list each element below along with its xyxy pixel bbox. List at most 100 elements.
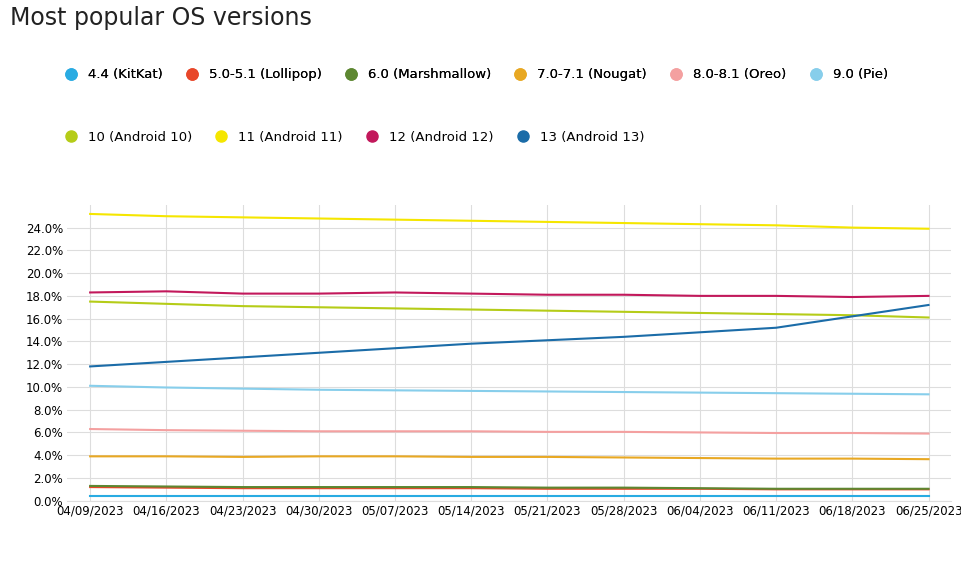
Line: 10 (Android 10): 10 (Android 10) bbox=[90, 302, 928, 318]
10 (Android 10) bbox=[160, 300, 172, 307]
10 (Android 10) bbox=[389, 305, 401, 312]
Line: 5.0-5.1 (Lollipop): 5.0-5.1 (Lollipop) bbox=[90, 487, 928, 489]
9.0 (Pie) bbox=[389, 387, 401, 394]
5.0-5.1 (Lollipop) bbox=[618, 485, 629, 492]
13 (Android 13) bbox=[313, 349, 325, 356]
5.0-5.1 (Lollipop) bbox=[542, 485, 554, 492]
10 (Android 10) bbox=[847, 312, 858, 319]
4.4 (KitKat) bbox=[923, 493, 934, 500]
6.0 (Marshmallow) bbox=[771, 485, 782, 492]
8.0-8.1 (Oreo) bbox=[85, 426, 96, 432]
13 (Android 13) bbox=[85, 363, 96, 370]
13 (Android 13) bbox=[847, 313, 858, 320]
12 (Android 12) bbox=[465, 290, 477, 297]
8.0-8.1 (Oreo) bbox=[618, 428, 629, 435]
8.0-8.1 (Oreo) bbox=[160, 427, 172, 434]
5.0-5.1 (Lollipop) bbox=[771, 486, 782, 493]
12 (Android 12) bbox=[923, 292, 934, 299]
4.4 (KitKat) bbox=[618, 493, 629, 500]
12 (Android 12) bbox=[160, 288, 172, 295]
Line: 13 (Android 13): 13 (Android 13) bbox=[90, 305, 928, 366]
Line: 6.0 (Marshmallow): 6.0 (Marshmallow) bbox=[90, 486, 928, 489]
10 (Android 10) bbox=[313, 304, 325, 311]
10 (Android 10) bbox=[771, 311, 782, 318]
5.0-5.1 (Lollipop) bbox=[160, 484, 172, 491]
11 (Android 11) bbox=[847, 224, 858, 231]
4.4 (KitKat) bbox=[542, 493, 554, 500]
13 (Android 13) bbox=[389, 345, 401, 352]
4.4 (KitKat) bbox=[160, 493, 172, 500]
11 (Android 11) bbox=[542, 218, 554, 225]
12 (Android 12) bbox=[389, 289, 401, 296]
8.0-8.1 (Oreo) bbox=[847, 430, 858, 436]
8.0-8.1 (Oreo) bbox=[771, 430, 782, 436]
Line: 8.0-8.1 (Oreo): 8.0-8.1 (Oreo) bbox=[90, 429, 928, 434]
8.0-8.1 (Oreo) bbox=[542, 428, 554, 435]
Line: 9.0 (Pie): 9.0 (Pie) bbox=[90, 386, 928, 394]
7.0-7.1 (Nougat) bbox=[618, 454, 629, 461]
6.0 (Marshmallow) bbox=[85, 483, 96, 489]
12 (Android 12) bbox=[618, 291, 629, 298]
4.4 (KitKat) bbox=[313, 493, 325, 500]
6.0 (Marshmallow) bbox=[313, 484, 325, 490]
13 (Android 13) bbox=[923, 302, 934, 308]
8.0-8.1 (Oreo) bbox=[236, 427, 248, 434]
11 (Android 11) bbox=[771, 222, 782, 229]
9.0 (Pie) bbox=[923, 391, 934, 398]
4.4 (KitKat) bbox=[465, 493, 477, 500]
12 (Android 12) bbox=[236, 290, 248, 297]
4.4 (KitKat) bbox=[771, 493, 782, 500]
9.0 (Pie) bbox=[313, 386, 325, 393]
5.0-5.1 (Lollipop) bbox=[313, 485, 325, 492]
9.0 (Pie) bbox=[160, 384, 172, 391]
7.0-7.1 (Nougat) bbox=[160, 453, 172, 460]
4.4 (KitKat) bbox=[85, 493, 96, 500]
11 (Android 11) bbox=[160, 213, 172, 220]
7.0-7.1 (Nougat) bbox=[236, 453, 248, 460]
6.0 (Marshmallow) bbox=[847, 485, 858, 492]
9.0 (Pie) bbox=[236, 385, 248, 392]
Line: 7.0-7.1 (Nougat): 7.0-7.1 (Nougat) bbox=[90, 456, 928, 459]
11 (Android 11) bbox=[389, 216, 401, 223]
7.0-7.1 (Nougat) bbox=[389, 453, 401, 460]
12 (Android 12) bbox=[542, 291, 554, 298]
7.0-7.1 (Nougat) bbox=[694, 455, 705, 461]
Legend: 10 (Android 10), 11 (Android 11), 12 (Android 12), 13 (Android 13): 10 (Android 10), 11 (Android 11), 12 (An… bbox=[58, 131, 644, 144]
13 (Android 13) bbox=[542, 337, 554, 344]
Text: Most popular OS versions: Most popular OS versions bbox=[10, 6, 311, 30]
6.0 (Marshmallow) bbox=[465, 484, 477, 490]
9.0 (Pie) bbox=[618, 389, 629, 395]
7.0-7.1 (Nougat) bbox=[85, 453, 96, 460]
11 (Android 11) bbox=[85, 211, 96, 217]
12 (Android 12) bbox=[771, 292, 782, 299]
8.0-8.1 (Oreo) bbox=[694, 429, 705, 436]
5.0-5.1 (Lollipop) bbox=[847, 486, 858, 493]
11 (Android 11) bbox=[465, 217, 477, 224]
13 (Android 13) bbox=[618, 333, 629, 340]
10 (Android 10) bbox=[465, 306, 477, 313]
10 (Android 10) bbox=[923, 314, 934, 321]
10 (Android 10) bbox=[694, 310, 705, 316]
8.0-8.1 (Oreo) bbox=[389, 428, 401, 435]
4.4 (KitKat) bbox=[847, 493, 858, 500]
10 (Android 10) bbox=[85, 298, 96, 305]
5.0-5.1 (Lollipop) bbox=[236, 485, 248, 492]
9.0 (Pie) bbox=[847, 390, 858, 397]
13 (Android 13) bbox=[160, 358, 172, 365]
13 (Android 13) bbox=[771, 324, 782, 331]
11 (Android 11) bbox=[236, 214, 248, 221]
7.0-7.1 (Nougat) bbox=[847, 455, 858, 462]
Legend: 4.4 (KitKat), 5.0-5.1 (Lollipop), 6.0 (Marshmallow), 7.0-7.1 (Nougat), 8.0-8.1 (: 4.4 (KitKat), 5.0-5.1 (Lollipop), 6.0 (M… bbox=[58, 68, 888, 81]
Line: 11 (Android 11): 11 (Android 11) bbox=[90, 214, 928, 229]
12 (Android 12) bbox=[694, 292, 705, 299]
9.0 (Pie) bbox=[465, 387, 477, 394]
12 (Android 12) bbox=[313, 290, 325, 297]
8.0-8.1 (Oreo) bbox=[465, 428, 477, 435]
7.0-7.1 (Nougat) bbox=[313, 453, 325, 460]
6.0 (Marshmallow) bbox=[236, 484, 248, 490]
6.0 (Marshmallow) bbox=[618, 484, 629, 491]
8.0-8.1 (Oreo) bbox=[313, 428, 325, 435]
9.0 (Pie) bbox=[85, 382, 96, 389]
5.0-5.1 (Lollipop) bbox=[389, 485, 401, 492]
9.0 (Pie) bbox=[542, 388, 554, 395]
